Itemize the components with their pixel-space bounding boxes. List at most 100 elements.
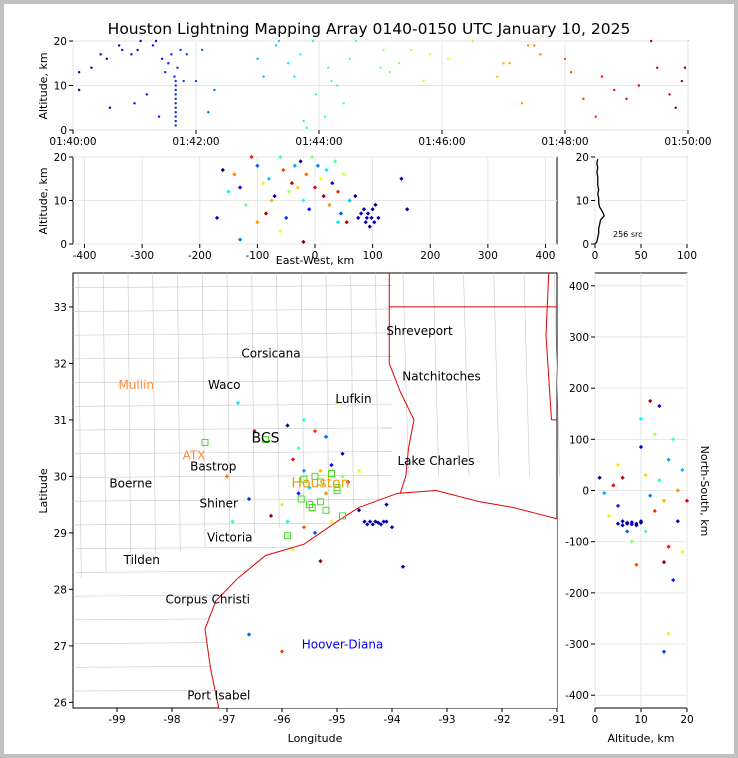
altitude-east-west-point — [220, 167, 225, 173]
map-point — [362, 519, 367, 524]
altitude-east-west-grid — [73, 156, 557, 245]
map-point — [365, 522, 370, 527]
mississippi-river-border — [545, 272, 552, 420]
north-south-point — [661, 649, 667, 654]
altitude-east-west-point — [405, 207, 410, 212]
north-south-point — [643, 473, 648, 478]
station-marker — [322, 506, 330, 514]
altitude-time-point — [539, 53, 542, 56]
north-south-point — [657, 478, 662, 483]
county-line — [72, 308, 393, 312]
map-point — [290, 457, 296, 462]
altitude-east-west-point — [347, 198, 352, 203]
map-y-tick-label: 29 — [54, 528, 67, 540]
north-south-point — [606, 513, 611, 519]
altitude-time-point — [293, 75, 296, 78]
altitude-east-west-y-tick-label: 20 — [54, 152, 67, 164]
altitude-time-point — [569, 70, 573, 74]
county-line — [72, 451, 393, 455]
city-labels: Shreveport Corsicana Natchitoches Mullin Wac… — [109, 324, 480, 702]
altitude-east-west-point — [249, 154, 254, 160]
altitude-time-point — [388, 70, 391, 74]
altitude-east-west-point — [363, 220, 368, 225]
altitude-east-west-point — [376, 215, 381, 221]
north-south-point — [615, 521, 621, 526]
county-line — [152, 272, 156, 560]
north-south-x-tick-label: 0 — [592, 714, 599, 726]
city-label: Tilden — [123, 553, 160, 567]
altitude-east-west-x-tick-label: 200 — [420, 250, 440, 262]
north-south-x-ticks: 0 10 20 — [592, 708, 694, 726]
altitude-time-point — [133, 102, 136, 105]
altitude-time-points — [77, 39, 687, 129]
north-south-point — [625, 529, 630, 534]
altitude-east-west-x-tick-label: 100 — [363, 250, 383, 262]
altitude-east-west-point — [335, 189, 341, 194]
city-label: Victoria — [207, 530, 253, 544]
city-label: Hoover-Diana — [302, 638, 384, 652]
altitude-time-point — [330, 79, 333, 83]
altitude-time-point — [90, 66, 93, 69]
histogram-x-tick-label: 0 — [592, 250, 599, 262]
altitude-east-west-point — [286, 189, 292, 194]
altitude-east-west-point — [327, 202, 332, 207]
north-south-point — [638, 519, 644, 524]
texas-louisiana-border — [388, 273, 415, 494]
altitude-east-west-point — [353, 194, 358, 199]
altitude-time-point — [397, 62, 401, 65]
altitude-time-point — [170, 53, 173, 56]
altitude-time-point — [354, 39, 358, 43]
map-borders — [72, 272, 561, 709]
map-point — [246, 496, 252, 502]
coastline — [204, 489, 558, 709]
altitude-east-west-point — [298, 159, 303, 164]
station-marker — [317, 478, 324, 486]
city-label: Mullin — [118, 378, 154, 392]
county-line — [72, 427, 393, 431]
map-y-tick-label: 26 — [54, 697, 68, 709]
altitude-east-west-point — [269, 198, 274, 203]
altitude-east-west-point — [364, 215, 369, 221]
altitude-east-west-point — [237, 237, 243, 242]
altitude-east-west-point — [309, 154, 315, 160]
map-point — [235, 400, 241, 406]
altitude-time-point — [323, 115, 327, 118]
map-point — [285, 519, 290, 524]
altitude-east-west-xlabel: East-West, km — [276, 254, 354, 267]
histogram-y-tick-label: 10 — [576, 196, 589, 208]
altitude-east-west-y-tick-label: 0 — [60, 239, 67, 251]
north-south-y-tick-label: 400 — [569, 281, 589, 293]
map-point — [323, 434, 329, 439]
altitude-histogram-bars — [594, 159, 605, 245]
altitude-time-point — [136, 48, 139, 52]
north-south-point — [661, 560, 667, 565]
north-south-point — [657, 403, 662, 409]
altitude-time-x-tick-label: 01:42:00 — [172, 136, 219, 148]
altitude-east-west-point — [266, 176, 272, 181]
map-point — [307, 485, 312, 490]
map-point — [340, 451, 345, 456]
county-line — [72, 356, 393, 360]
altitude-time-point — [130, 53, 133, 56]
north-south-point — [615, 503, 621, 508]
altitude-east-west-point — [358, 211, 364, 216]
altitude-east-west-x-tick-label: -200 — [188, 250, 212, 262]
altitude-time-point — [174, 79, 177, 83]
histogram-line — [594, 159, 605, 245]
map-point — [279, 649, 285, 654]
north-south-y-tick-label: 0 — [582, 486, 589, 498]
north-south-x-tick-label: 20 — [680, 714, 693, 726]
altitude-time-x-tick-label: 01:44:00 — [295, 136, 342, 148]
altitude-time-point — [174, 97, 177, 101]
north-south-point — [661, 498, 667, 503]
altitude-east-west-point — [284, 215, 289, 221]
north-south-point — [625, 521, 630, 526]
altitude-east-west-point — [295, 185, 300, 190]
north-south-point — [620, 475, 625, 480]
map-y-ticks: 26 27 28 29 30 31 32 33 — [54, 302, 73, 709]
altitude-east-west-point — [341, 172, 346, 177]
altitude-east-west-point — [361, 207, 367, 212]
altitude-time-point — [200, 48, 204, 52]
north-south-point — [652, 508, 657, 514]
altitude-east-west-point — [304, 172, 309, 177]
